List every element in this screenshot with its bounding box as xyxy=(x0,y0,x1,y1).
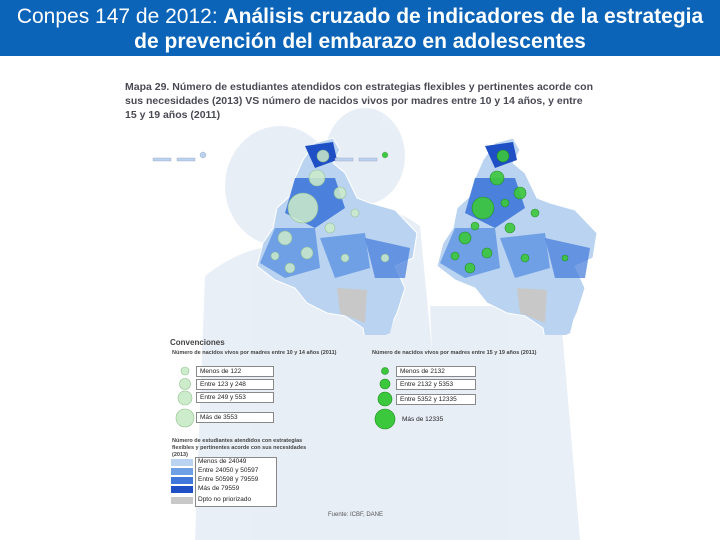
legend-10-14-circle-3 xyxy=(177,390,193,406)
legend-15-19-circle-3 xyxy=(377,391,393,407)
legend-students-swatch-2 xyxy=(171,468,193,475)
legend-15-19-box-2 xyxy=(396,379,476,390)
legend-students-item-4: Más de 79559 xyxy=(198,485,240,492)
legend-students-swatch-4 xyxy=(171,486,193,493)
legend-10-14-circle-2 xyxy=(179,378,191,390)
map-right xyxy=(436,137,598,335)
legend-students-item-2: Entre 24050 y 50597 xyxy=(198,467,259,474)
slide-title-bar: Conpes 147 de 2012: Análisis cruzado de … xyxy=(0,0,720,56)
legend-10-14-box-3 xyxy=(196,392,274,403)
legend-15-19-circles xyxy=(374,367,396,430)
legend-15-19-box-3 xyxy=(396,394,476,405)
legend-15-19-circle-2 xyxy=(379,378,391,390)
legend-students-box xyxy=(195,457,277,507)
legend-15-19-circle-4 xyxy=(374,408,396,430)
legend-students-heading: Número de estudiantes atendidos con estr… xyxy=(172,438,307,458)
legend-10-14-box-2 xyxy=(196,379,274,390)
legend-15-19-box-1 xyxy=(396,366,476,377)
legend-students-item-5: Dpto no priorizado xyxy=(198,496,252,503)
conventions-label: Convenciones xyxy=(170,338,225,347)
legend-10-14-circle-1 xyxy=(180,366,190,376)
map-left xyxy=(256,137,418,335)
legend-15-19-heading: Número de nacidos vivos por madres entre… xyxy=(372,350,537,356)
legend-students-swatch-1 xyxy=(171,459,193,466)
legend-10-14-item-4: Más de 3553 xyxy=(200,414,238,421)
map-title: Mapa 29. Número de estudiantes atendidos… xyxy=(125,81,593,121)
legend-15-19-circle-1 xyxy=(381,367,389,375)
legend-10-14-circles xyxy=(175,366,195,428)
legend-10-14-item-3: Entre 249 y 553 xyxy=(200,394,246,401)
map-left-inset xyxy=(152,151,207,162)
legend-students-swatch-3 xyxy=(171,477,193,484)
legend-students-swatch-5 xyxy=(171,497,193,504)
legend-10-14-circle-4 xyxy=(175,408,195,428)
legend-15-19-item-3: Entre 5352 y 12335 xyxy=(400,396,457,403)
slide-title-line2: de prevención del embarazo en adolescent… xyxy=(134,30,586,53)
slide-title-line1: Conpes 147 de 2012: Análisis cruzado de … xyxy=(0,4,720,29)
slide-title-plain: Conpes 147 de 2012: xyxy=(16,5,224,28)
legend-15-19-item-4: Más de 12335 xyxy=(402,416,444,423)
legend-10-14-item-2: Entre 123 y 248 xyxy=(200,381,246,388)
colombia-maps xyxy=(152,137,598,335)
map-right-inset xyxy=(334,151,389,162)
map-source: Fuente: ICBF, DANE xyxy=(328,512,384,518)
legend-students-item-1: Menos de 24049 xyxy=(198,458,247,465)
legend-students-item-3: Entre 50598 y 79559 xyxy=(198,476,259,483)
legend-10-14-heading: Número de nacidos vivos por madres entre… xyxy=(172,350,337,356)
legend-10-14-item-1: Menos de 122 xyxy=(200,368,242,375)
legend-15-19-item-2: Entre 2132 y 5353 xyxy=(400,381,454,388)
slide-title-bold: Análisis cruzado de indicadores de la es… xyxy=(223,5,704,28)
legend-15-19-item-1: Menos de 2132 xyxy=(400,368,445,375)
legend-10-14-box-4 xyxy=(196,412,274,423)
legend-10-14-box-1 xyxy=(196,366,274,377)
